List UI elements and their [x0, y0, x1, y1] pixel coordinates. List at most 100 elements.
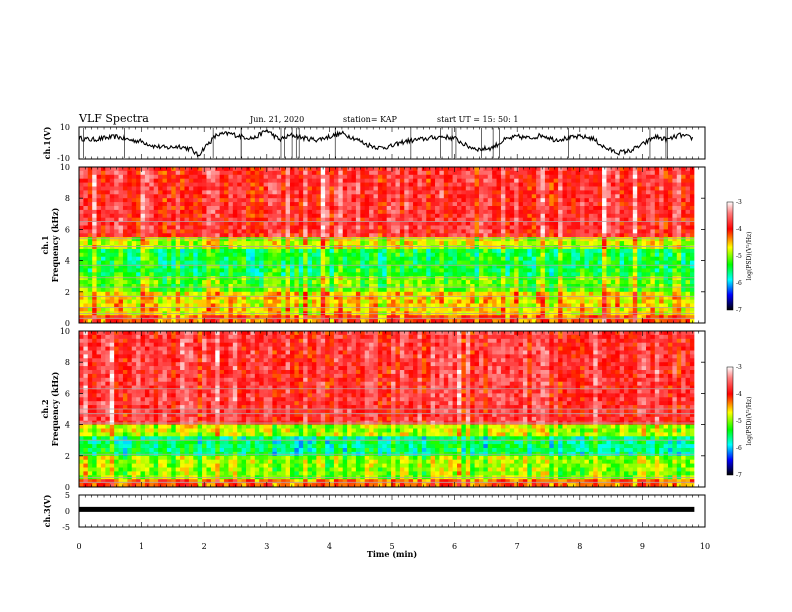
spectrogram-cell — [426, 260, 431, 265]
spectrogram-cell — [496, 233, 502, 238]
spectrogram-cell — [483, 202, 489, 207]
spectrogram-cell — [408, 213, 414, 218]
spectrogram-cell — [100, 221, 106, 226]
spectrogram-cell — [478, 291, 484, 296]
spectrogram-cell — [518, 233, 524, 238]
spectrogram-cell — [237, 245, 242, 250]
spectrogram-cell — [250, 178, 256, 183]
spectrogram-cell — [553, 217, 559, 222]
spectrogram-cell — [166, 291, 172, 296]
spectrogram-cell — [461, 245, 467, 250]
spectrogram-cell — [571, 284, 576, 289]
spectrogram-cell — [241, 170, 247, 176]
spectrogram-cell — [439, 276, 445, 281]
spectrogram-cell — [580, 206, 585, 211]
spectrogram-cell — [641, 287, 647, 293]
spectrogram-cell — [272, 260, 278, 265]
spectrogram-cell — [83, 291, 89, 296]
spectrogram-cell — [197, 276, 203, 281]
spectrogram-cell — [131, 229, 137, 234]
spectrogram-cell — [162, 276, 168, 281]
spectrogram-cell — [461, 225, 467, 230]
spectrogram-cell — [329, 276, 335, 281]
spectrogram-cell — [426, 252, 431, 257]
spectrogram-cell — [487, 260, 493, 265]
spectrogram-cell — [399, 209, 405, 215]
spectrogram-cell — [566, 241, 572, 246]
spectrogram-cell — [246, 213, 251, 218]
spectrogram-cell — [672, 174, 678, 179]
spectrogram-cell — [544, 229, 550, 234]
spectrogram-cell — [685, 276, 691, 281]
spectrogram-cell — [338, 217, 344, 222]
spectrogram-cell — [430, 284, 436, 289]
spectrogram-cell — [602, 260, 607, 265]
spectrogram-cell — [522, 221, 528, 226]
spectrogram-cell — [162, 284, 168, 289]
spectrogram-cell — [553, 225, 559, 230]
spectrogram-cell — [681, 237, 686, 242]
spectrogram-cell — [158, 206, 163, 211]
spectrogram-cell — [448, 182, 453, 187]
spectrogram-cell — [549, 295, 555, 300]
spectrogram-cell — [593, 245, 598, 250]
spectrogram-cell — [439, 295, 445, 300]
spectrogram-cell — [610, 174, 616, 179]
spectrogram-cell — [228, 178, 234, 183]
spectrogram-cell — [610, 233, 616, 238]
spectrogram-cell — [382, 178, 387, 183]
spectrogram-cell — [268, 303, 273, 308]
spectrogram-cell — [109, 237, 115, 242]
spectrogram-cell — [144, 264, 150, 269]
spectrogram-cell — [360, 182, 366, 187]
spectrogram-cell — [531, 241, 537, 246]
spectrogram-cell — [311, 229, 317, 234]
spectrogram-cell — [246, 217, 251, 222]
spectrogram-cell — [426, 237, 431, 242]
spectrogram-cell — [628, 245, 634, 250]
spectrogram-cell — [96, 303, 102, 308]
spectrogram-cell — [606, 170, 612, 176]
spectrogram-cell — [457, 252, 462, 257]
spectrogram-cell — [435, 170, 440, 176]
spectrogram-cell — [109, 202, 115, 207]
spectrogram-cell — [518, 186, 524, 191]
spectrogram-cell — [659, 233, 664, 238]
spectrogram-cell — [500, 198, 506, 203]
spectrogram-cell — [166, 194, 172, 199]
spectrogram-cell — [531, 217, 537, 222]
spectrogram-cell — [369, 170, 374, 176]
spectrogram-cell — [641, 190, 647, 195]
spectrogram-cell — [404, 268, 409, 273]
spectrogram-cell — [219, 182, 225, 187]
spectrogram-cell — [289, 167, 295, 172]
spectrogram-cell — [399, 295, 405, 300]
spectrogram-cell — [492, 260, 497, 265]
spectrogram-cell — [360, 194, 366, 199]
spectrogram-cell — [527, 202, 533, 207]
spectrogram-cell — [478, 206, 484, 211]
spectrogram-cell — [667, 256, 673, 261]
spectrogram-cell — [237, 170, 242, 176]
spectrogram-cell — [654, 256, 660, 261]
spectrogram-cell — [281, 252, 286, 257]
spectrogram-cell — [553, 264, 559, 269]
spectrogram-cell — [597, 260, 603, 265]
spectrogram-cell — [144, 237, 150, 242]
spectrogram-cell — [483, 237, 489, 242]
spectrogram-cell — [478, 272, 484, 277]
spectrogram-cell — [360, 284, 366, 289]
spectrogram-cell — [109, 245, 115, 250]
spectrogram-cell — [505, 186, 511, 191]
spectrogram-cell — [127, 287, 133, 293]
spectrogram-cell — [566, 291, 572, 296]
spectrogram-cell — [597, 167, 603, 172]
spectrogram-cell — [289, 174, 295, 179]
spectrogram-cell — [448, 229, 453, 234]
spectrogram-cell — [685, 202, 691, 207]
spectrogram-cell — [580, 229, 585, 234]
spectrogram-cell — [474, 182, 480, 187]
spectrogram-cell — [202, 170, 207, 176]
spectrogram-cell — [667, 186, 673, 191]
spectrogram-cell — [518, 213, 524, 218]
